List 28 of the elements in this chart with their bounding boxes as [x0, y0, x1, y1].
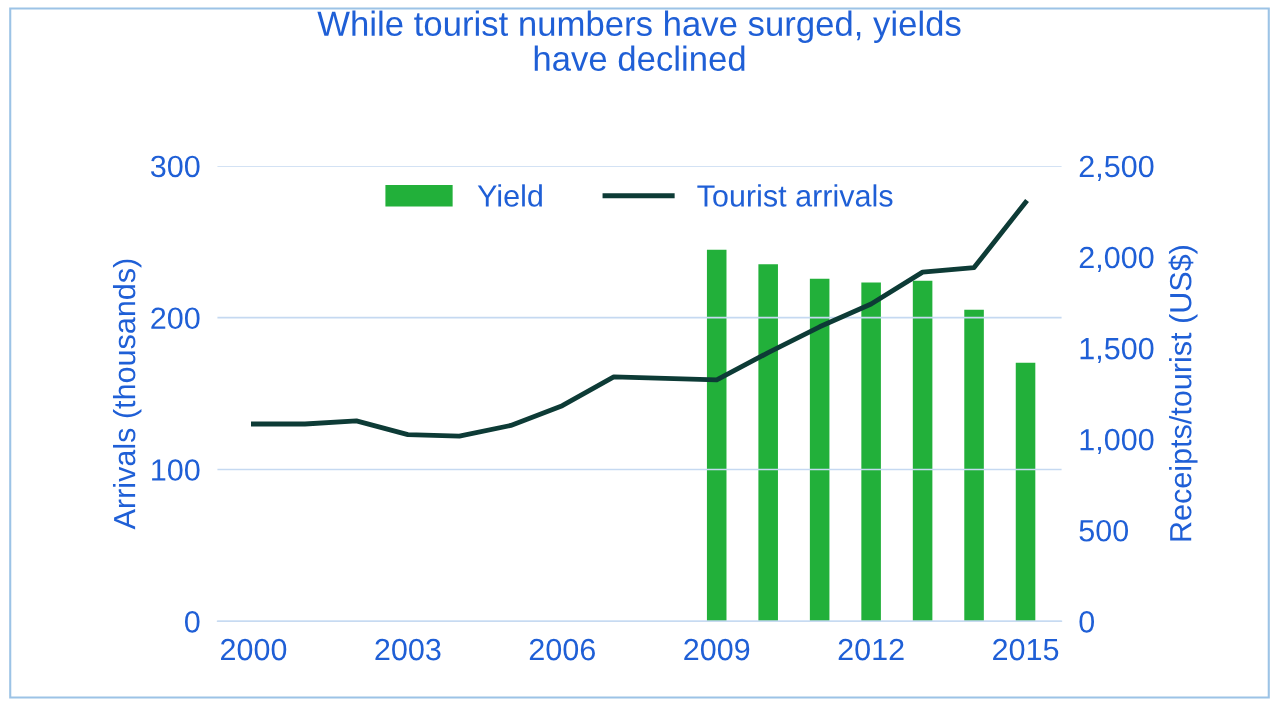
- x-tick-label: 2015: [993, 638, 1059, 661]
- bar: [1015, 362, 1036, 622]
- bar: [964, 309, 984, 622]
- y-tick-label: 100: [152, 459, 200, 481]
- legend-label: Yield: [477, 184, 542, 207]
- y-axis-title: Arrivals (thousands): [112, 259, 142, 530]
- bar: [706, 249, 727, 622]
- x-tick-label: 2006: [529, 638, 595, 661]
- y-tick-label: 200: [151, 307, 200, 330]
- x-tick-label: 2003: [375, 638, 441, 661]
- y2-tick-label: 2,000: [1079, 246, 1154, 272]
- x-tick-label: 2000: [221, 638, 287, 661]
- y2-tick-label: 500: [1079, 519, 1129, 542]
- x-tick-label: 2009: [684, 638, 750, 661]
- y-tick-label: 0: [184, 611, 200, 633]
- bar: [809, 278, 830, 622]
- legend-label: Tourist arrivals: [697, 184, 893, 207]
- y2-axis-title: Receipts/tourist (US$): [1168, 246, 1198, 541]
- y2-tick-label: 2,500: [1079, 155, 1154, 181]
- bar: [861, 282, 881, 622]
- y-tick-label: 300: [150, 155, 200, 178]
- chart-title: While tourist numbers have surged, yields have declined: [317, 10, 961, 71]
- x-tick-label: 2012: [838, 638, 904, 661]
- y2-tick-label: 1,000: [1080, 428, 1154, 455]
- y2-tick-label: 0: [1079, 611, 1095, 633]
- y2-tick-label: 1,500: [1080, 337, 1154, 364]
- bar: [912, 280, 933, 622]
- bar: [758, 264, 778, 622]
